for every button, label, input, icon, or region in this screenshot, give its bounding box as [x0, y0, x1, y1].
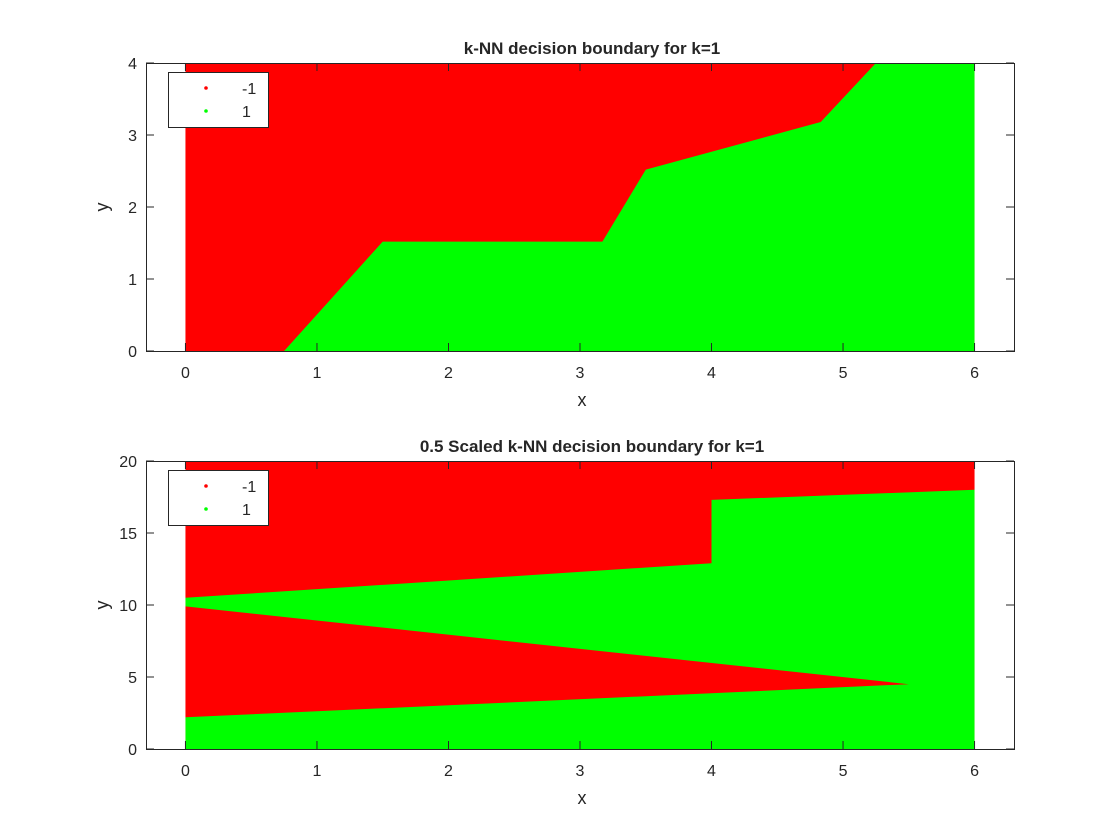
x-tick-label: 4 — [707, 365, 716, 382]
region-class-1-1 — [284, 63, 975, 351]
y-tick-label: 4 — [128, 56, 137, 73]
x-tick-label: 3 — [576, 763, 585, 780]
legend-marker — [204, 86, 208, 90]
legend-label: -1 — [242, 81, 256, 98]
x-axis-label: x — [578, 390, 587, 410]
y-tick-label: 20 — [119, 454, 137, 471]
x-tick-label: 6 — [970, 365, 979, 382]
y-axis-label: y — [92, 203, 112, 212]
y-tick-label: 2 — [128, 200, 137, 217]
x-tick-label: 5 — [839, 763, 848, 780]
y-tick-label: 3 — [128, 128, 137, 145]
x-tick-label: 2 — [444, 365, 453, 382]
y-tick-label: 15 — [119, 526, 137, 543]
y-tick-label: 10 — [119, 598, 137, 615]
chart-2: 0 1 2 3 4 5 6 0 5 10 15 20 0.5 Scaled k-NN decision … — [92, 437, 1015, 808]
chart-1: 0 1 2 3 4 5 6 0 1 2 3 4 k-NN decision boundary for k… — [92, 39, 1015, 410]
chart-title: k-NN decision boundary for k=1 — [464, 39, 720, 58]
x-tick-label: 3 — [576, 365, 585, 382]
legend: -11 — [168, 72, 269, 128]
x-axis-label: x — [578, 788, 587, 808]
legend-label: 1 — [242, 502, 251, 519]
legend-marker — [204, 109, 208, 113]
x-tick-label: 0 — [181, 365, 190, 382]
x-tick-label: 5 — [839, 365, 848, 382]
x-tick-label: 6 — [970, 763, 979, 780]
legend-box — [168, 72, 269, 128]
legend-box — [168, 470, 269, 526]
x-tick-label: 0 — [181, 763, 190, 780]
chart-title: 0.5 Scaled k-NN decision boundary for k=… — [420, 437, 764, 456]
y-tick-label: 5 — [128, 670, 137, 687]
legend-label: -1 — [242, 479, 256, 496]
y-tick-label: 0 — [128, 344, 137, 361]
x-tick-label: 1 — [313, 365, 322, 382]
y-tick-label: 1 — [128, 272, 137, 289]
y-axis-label: y — [92, 601, 112, 610]
x-tick-label: 4 — [707, 763, 716, 780]
legend-marker — [204, 484, 208, 488]
legend: -11 — [168, 470, 269, 526]
legend-marker — [204, 507, 208, 511]
x-tick-label: 1 — [313, 763, 322, 780]
legend-label: 1 — [242, 104, 251, 121]
y-tick-label: 0 — [128, 742, 137, 759]
region-class-1-1 — [185, 489, 975, 749]
x-tick-label: 2 — [444, 763, 453, 780]
